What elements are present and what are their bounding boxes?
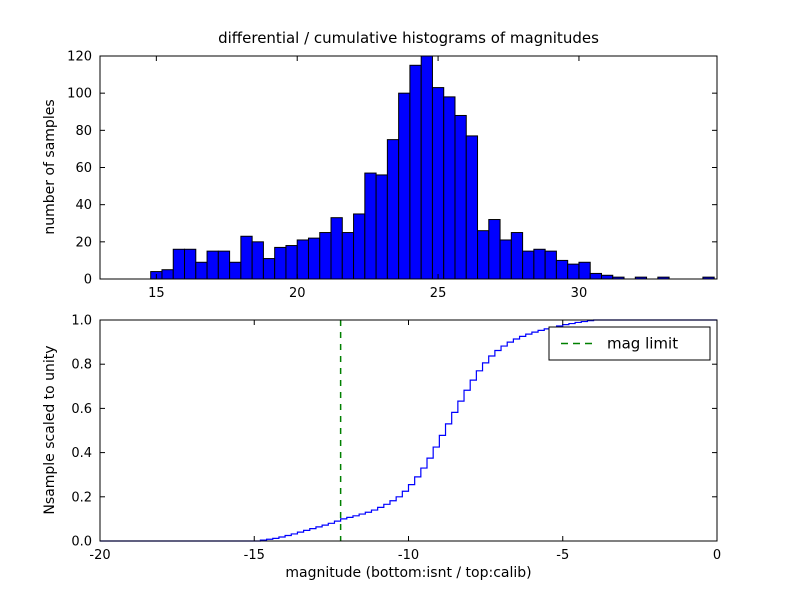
bottom-x-axis-label: magnitude (bottom:isnt / top:calib) (285, 565, 532, 581)
histogram-bar (240, 235, 253, 280)
histogram-bar (161, 269, 174, 280)
histogram-bar (409, 64, 422, 280)
y-tick-label: 120 (67, 50, 92, 65)
x-tick-label: 15 (148, 286, 165, 301)
histogram-bar (217, 250, 231, 280)
histogram-bar (477, 230, 490, 280)
histogram-bar (274, 246, 287, 280)
y-tick-label: 100 (67, 87, 92, 102)
cumulative-curve (100, 319, 717, 542)
bottom-y-axis-label: Nsample scaled to unity (42, 345, 58, 515)
histogram-bar (510, 232, 524, 280)
top-y-axis-label: number of samples (42, 99, 58, 235)
histogram-bar (364, 172, 377, 280)
histogram-bar (522, 250, 535, 280)
histogram-bar (488, 219, 501, 280)
histogram-bar (262, 258, 276, 280)
histogram-bar (251, 241, 264, 280)
y-tick-label: 0.0 (71, 535, 92, 550)
top-axes: 15 20 25 30 0 20 40 60 80 100 120 (67, 50, 718, 301)
histogram-bar (319, 232, 332, 280)
y-tick-label: 40 (75, 198, 92, 213)
histogram-bar (499, 239, 512, 280)
histogram-bar (567, 263, 580, 280)
x-tick-label: -10 (398, 548, 419, 563)
histogram-bar (431, 87, 445, 280)
histogram-bar (206, 250, 219, 280)
y-tick-label: 1.0 (71, 314, 92, 329)
histogram-bar (353, 213, 366, 280)
histogram-bar (533, 248, 546, 280)
bottom-axes: mag limit -20 -15 -10 -5 0 0.0 0.2 0.4 0.6 0.8 1.0 (71, 314, 721, 564)
x-tick-label: -5 (556, 548, 569, 563)
y-tick-label: 0.4 (71, 446, 92, 461)
histogram-bar (589, 272, 602, 280)
x-tick-label: -20 (89, 548, 110, 563)
histogram-bar (184, 248, 197, 280)
histogram-bar (375, 174, 388, 280)
histogram-bar (341, 232, 355, 280)
histogram-bar (285, 245, 298, 280)
histogram-bar (454, 114, 467, 280)
x-tick-label: 0 (713, 548, 721, 563)
histogram-bar (465, 135, 479, 280)
histogram-bar (307, 237, 321, 280)
histogram-bar (386, 139, 400, 280)
legend: mag limit (548, 326, 711, 361)
histogram-bar (172, 248, 186, 280)
histogram-bar (443, 96, 456, 280)
histogram-bar (229, 261, 242, 280)
y-tick-label: 0.6 (71, 402, 92, 417)
histogram-bar (398, 92, 411, 280)
y-tick-label: 0.2 (71, 490, 92, 505)
histogram-bar (578, 261, 591, 280)
histogram-bar (420, 55, 433, 280)
histogram-bar (195, 261, 208, 280)
histogram-bar (330, 217, 343, 280)
y-tick-label: 0 (84, 273, 92, 288)
y-tick-label: 60 (75, 161, 92, 176)
x-tick-label: 30 (571, 286, 588, 301)
histogram-bar (544, 250, 557, 280)
histogram-bar (296, 239, 309, 280)
legend-label: mag limit (607, 335, 678, 353)
x-tick-label: -15 (244, 548, 265, 563)
y-tick-label: 20 (75, 235, 92, 250)
x-tick-label: 25 (430, 286, 447, 301)
histogram-bar (600, 274, 614, 280)
y-tick-label: 0.8 (71, 358, 92, 373)
histogram-bar (555, 259, 569, 280)
x-tick-label: 20 (289, 286, 306, 301)
figure-title: differential / cumulative histograms of … (218, 29, 599, 47)
y-tick-label: 80 (75, 124, 92, 139)
